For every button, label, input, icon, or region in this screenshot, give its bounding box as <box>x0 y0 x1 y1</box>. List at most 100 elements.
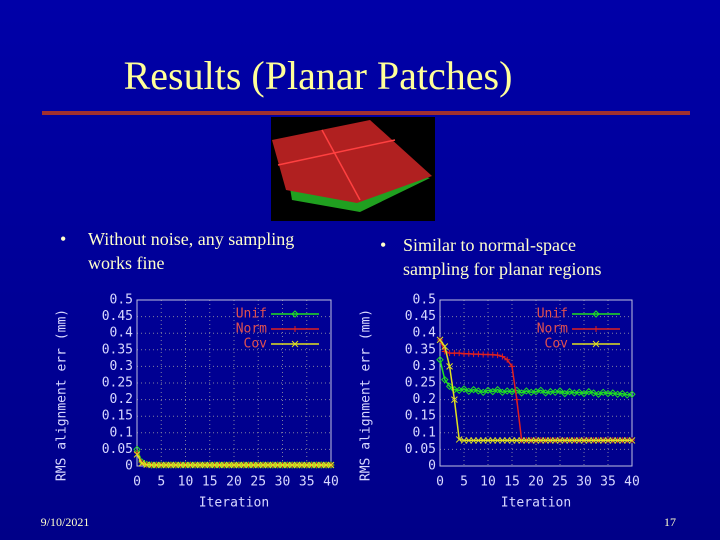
slide-title: Results (Planar Patches) <box>124 53 513 98</box>
point-marker <box>148 461 155 469</box>
point-marker <box>523 437 530 444</box>
y-axis-label: RMS alignment err (mm) <box>359 309 374 481</box>
point-marker <box>240 461 248 469</box>
point-marker <box>283 461 291 469</box>
legend-marker <box>291 310 299 318</box>
point-marker <box>201 461 209 469</box>
point-marker <box>293 461 301 469</box>
x-tick-label: 40 <box>624 475 640 490</box>
plane-seam <box>277 139 396 166</box>
point-marker <box>206 461 214 469</box>
point-marker <box>441 375 449 384</box>
plane-seam <box>321 129 361 201</box>
point-marker <box>522 387 531 395</box>
y-tick-label: 0.45 <box>102 309 133 324</box>
point-marker <box>489 437 497 444</box>
x-tick-label: 25 <box>552 475 568 490</box>
point-marker <box>609 389 617 397</box>
y-tick-label: 0.5 <box>110 293 133 308</box>
point-marker <box>211 461 218 469</box>
x-tick-label: 30 <box>576 475 592 490</box>
point-marker <box>479 388 487 397</box>
point-marker <box>499 437 506 444</box>
point-marker <box>484 386 492 395</box>
legend-marker <box>291 340 299 348</box>
point-marker <box>595 437 602 444</box>
y-tick-label: 0.2 <box>413 392 436 407</box>
point-marker <box>580 389 588 398</box>
point-marker <box>269 461 277 469</box>
x-axis-label: Iteration <box>199 496 269 511</box>
point-marker <box>196 461 204 469</box>
point-marker <box>133 451 141 458</box>
point-marker <box>327 461 335 469</box>
point-marker <box>518 437 525 444</box>
x-tick-label: 10 <box>480 475 496 490</box>
point-marker <box>546 387 555 396</box>
planes-image <box>271 117 435 221</box>
legend-label: Cov <box>545 337 569 352</box>
point-marker <box>279 461 286 469</box>
point-marker <box>254 461 262 469</box>
bullet-text: sampling for planar regions <box>403 259 601 279</box>
x-tick-label: 5 <box>460 475 468 490</box>
y-tick-label: 0 <box>428 459 436 474</box>
bullet-text: Without noise, any sampling <box>88 229 294 249</box>
point-marker <box>585 437 593 444</box>
point-marker <box>460 385 468 393</box>
point-marker <box>216 461 223 469</box>
point-marker <box>177 461 185 469</box>
chart: 0 0.05 0.10.15 0.20.25 0.3 0.350.4 0.450.5 0 5 10… <box>359 293 640 511</box>
point-marker <box>494 437 501 444</box>
x-axis-label: Iteration <box>501 496 571 511</box>
point-marker <box>162 461 170 469</box>
point-marker <box>259 461 267 469</box>
point-marker <box>172 461 180 469</box>
point-marker <box>313 461 320 469</box>
point-marker <box>614 437 621 444</box>
legend-label: Norm <box>236 322 267 337</box>
y-tick-label: 0.35 <box>102 342 133 357</box>
x-tick-label: 15 <box>504 475 520 490</box>
point-marker <box>484 437 492 444</box>
legend-label: Unif <box>236 307 267 322</box>
point-marker <box>589 389 598 397</box>
point-marker <box>571 437 578 444</box>
point-marker <box>274 461 282 469</box>
point-marker <box>513 437 521 444</box>
point-marker <box>509 363 515 370</box>
x-tick-label: 15 <box>202 475 218 490</box>
point-marker <box>494 352 501 359</box>
y-tick-label: 0.15 <box>102 409 133 424</box>
x-tick-label: 0 <box>133 475 141 490</box>
point-marker <box>504 356 511 363</box>
x-tick-label: 35 <box>299 475 315 490</box>
point-marker <box>225 461 233 469</box>
point-marker <box>446 363 453 370</box>
x-tick-label: 20 <box>226 475 242 490</box>
point-marker <box>489 387 497 396</box>
point-marker <box>594 390 603 398</box>
point-marker <box>561 389 569 398</box>
point-marker <box>322 461 330 469</box>
point-marker <box>551 437 559 444</box>
point-marker <box>537 386 545 395</box>
point-marker <box>186 461 194 469</box>
plot-frame <box>439 299 633 467</box>
point-marker <box>230 461 238 469</box>
point-marker <box>441 343 449 350</box>
point-marker <box>547 437 554 444</box>
point-marker <box>590 437 597 444</box>
point-marker <box>191 461 199 469</box>
x-tick-label: 40 <box>323 475 339 490</box>
point-marker <box>513 396 520 403</box>
point-marker <box>167 461 175 469</box>
x-tick-label: 35 <box>600 475 616 490</box>
bullets: • Without noise, any sampling works fine… <box>60 229 601 279</box>
y-tick-label: 0.45 <box>405 309 436 324</box>
point-marker <box>619 437 626 444</box>
legend-label: Unif <box>537 307 568 322</box>
